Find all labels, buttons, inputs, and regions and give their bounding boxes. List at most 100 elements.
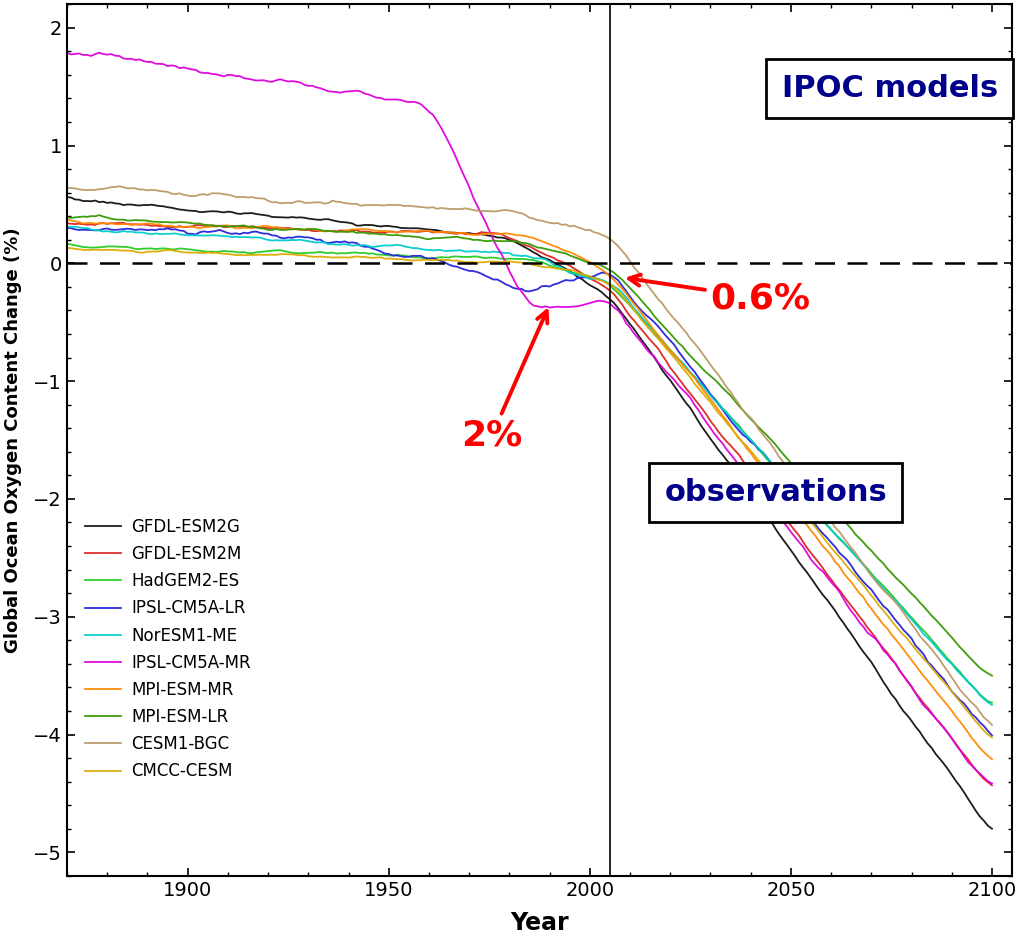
- GFDL-ESM2G: [194, 207, 206, 218]
- GFDL-ESM2G: [949, 776, 962, 787]
- Text: 2%: 2%: [461, 311, 548, 453]
- GFDL-ESM2M: [945, 732, 957, 744]
- IPSL-CM5A-MR: [949, 739, 962, 750]
- CESM1-BGC: [459, 203, 471, 214]
- MPI-ESM-LR: [953, 641, 966, 653]
- GFDL-ESM2G: [455, 227, 467, 239]
- Line: IPSL-CM5A-MR: IPSL-CM5A-MR: [67, 53, 992, 783]
- MPI-ESM-MR: [194, 223, 206, 234]
- CESM1-BGC: [60, 182, 73, 193]
- NorESM1-ME: [69, 221, 81, 232]
- CESM1-BGC: [913, 630, 926, 641]
- Text: 0.6%: 0.6%: [629, 274, 810, 316]
- CMCC-CESM: [909, 643, 922, 654]
- GFDL-ESM2M: [913, 692, 926, 703]
- MPI-ESM-MR: [986, 753, 998, 764]
- GFDL-ESM2M: [198, 220, 210, 231]
- HadGEM2-ES: [85, 242, 97, 254]
- Line: IPSL-CM5A-LR: IPSL-CM5A-LR: [67, 228, 992, 735]
- CMCC-CESM: [85, 244, 97, 255]
- MPI-ESM-LR: [60, 211, 73, 223]
- GFDL-ESM2M: [60, 218, 73, 229]
- IPSL-CM5A-LR: [194, 226, 206, 238]
- IPSL-CM5A-LR: [909, 640, 922, 652]
- MPI-ESM-MR: [455, 227, 467, 239]
- Line: NorESM1-ME: NorESM1-ME: [67, 226, 992, 705]
- Line: MPI-ESM-LR: MPI-ESM-LR: [67, 215, 992, 676]
- Line: GFDL-ESM2M: GFDL-ESM2M: [67, 223, 992, 785]
- CMCC-CESM: [949, 691, 962, 702]
- HadGEM2-ES: [909, 617, 922, 628]
- NorESM1-ME: [953, 668, 966, 679]
- MPI-ESM-LR: [986, 670, 998, 682]
- HadGEM2-ES: [60, 239, 73, 250]
- Line: GFDL-ESM2G: GFDL-ESM2G: [67, 197, 992, 828]
- GFDL-ESM2M: [953, 744, 966, 755]
- MPI-ESM-MR: [909, 660, 922, 671]
- HadGEM2-ES: [986, 697, 998, 708]
- MPI-ESM-LR: [93, 209, 105, 221]
- NorESM1-ME: [913, 623, 926, 634]
- Y-axis label: Global Ocean Oxygen Content Change (%): Global Ocean Oxygen Content Change (%): [4, 227, 23, 653]
- IPSL-CM5A-MR: [942, 727, 954, 738]
- MPI-ESM-MR: [942, 700, 954, 712]
- MPI-ESM-MR: [85, 218, 97, 229]
- Line: HadGEM2-ES: HadGEM2-ES: [67, 244, 992, 702]
- Legend: GFDL-ESM2G, GFDL-ESM2M, HadGEM2-ES, IPSL-CM5A-LR, NorESM1-ME, IPSL-CM5A-MR, MPI-: GFDL-ESM2G, GFDL-ESM2M, HadGEM2-ES, IPSL…: [85, 517, 251, 780]
- GFDL-ESM2M: [85, 219, 97, 230]
- IPSL-CM5A-LR: [455, 263, 467, 274]
- Line: CESM1-BGC: CESM1-BGC: [67, 186, 992, 725]
- CESM1-BGC: [953, 684, 966, 695]
- MPI-ESM-LR: [198, 219, 210, 230]
- NorESM1-ME: [89, 224, 101, 236]
- NorESM1-ME: [986, 700, 998, 711]
- IPSL-CM5A-MR: [60, 47, 73, 58]
- MPI-ESM-LR: [85, 210, 97, 222]
- IPSL-CM5A-LR: [85, 224, 97, 236]
- GFDL-ESM2M: [459, 228, 471, 239]
- GFDL-ESM2G: [60, 192, 73, 203]
- Text: observations: observations: [665, 478, 887, 507]
- CMCC-CESM: [60, 242, 73, 254]
- IPSL-CM5A-MR: [455, 163, 467, 175]
- CESM1-BGC: [113, 180, 125, 192]
- CESM1-BGC: [986, 719, 998, 731]
- CESM1-BGC: [945, 672, 957, 684]
- IPSL-CM5A-LR: [942, 680, 954, 691]
- MPI-ESM-LR: [913, 596, 926, 608]
- CMCC-CESM: [942, 681, 954, 692]
- GFDL-ESM2M: [117, 217, 129, 228]
- CESM1-BGC: [85, 184, 97, 195]
- NorESM1-ME: [945, 658, 957, 670]
- CMCC-CESM: [986, 731, 998, 743]
- HadGEM2-ES: [942, 654, 954, 665]
- MPI-ESM-MR: [949, 711, 962, 722]
- IPSL-CM5A-LR: [986, 730, 998, 741]
- IPSL-CM5A-MR: [194, 67, 206, 78]
- NorESM1-ME: [198, 230, 210, 241]
- GFDL-ESM2G: [942, 763, 954, 775]
- HadGEM2-ES: [194, 245, 206, 256]
- Line: CMCC-CESM: CMCC-CESM: [67, 248, 992, 737]
- NorESM1-ME: [60, 221, 73, 232]
- Line: MPI-ESM-MR: MPI-ESM-MR: [67, 220, 992, 759]
- HadGEM2-ES: [949, 662, 962, 673]
- IPSL-CM5A-MR: [986, 777, 998, 789]
- GFDL-ESM2G: [909, 721, 922, 732]
- CMCC-CESM: [455, 255, 467, 267]
- GFDL-ESM2G: [986, 823, 998, 834]
- NorESM1-ME: [459, 246, 471, 257]
- MPI-ESM-LR: [945, 632, 957, 643]
- MPI-ESM-LR: [459, 233, 471, 244]
- HadGEM2-ES: [455, 251, 467, 262]
- IPSL-CM5A-MR: [909, 687, 922, 699]
- CMCC-CESM: [194, 247, 206, 258]
- GFDL-ESM2M: [986, 779, 998, 791]
- X-axis label: Year: Year: [510, 911, 569, 935]
- MPI-ESM-MR: [60, 214, 73, 225]
- CESM1-BGC: [198, 189, 210, 200]
- Text: IPOC models: IPOC models: [781, 74, 998, 103]
- IPSL-CM5A-LR: [949, 690, 962, 701]
- IPSL-CM5A-LR: [60, 223, 73, 234]
- GFDL-ESM2G: [85, 195, 97, 207]
